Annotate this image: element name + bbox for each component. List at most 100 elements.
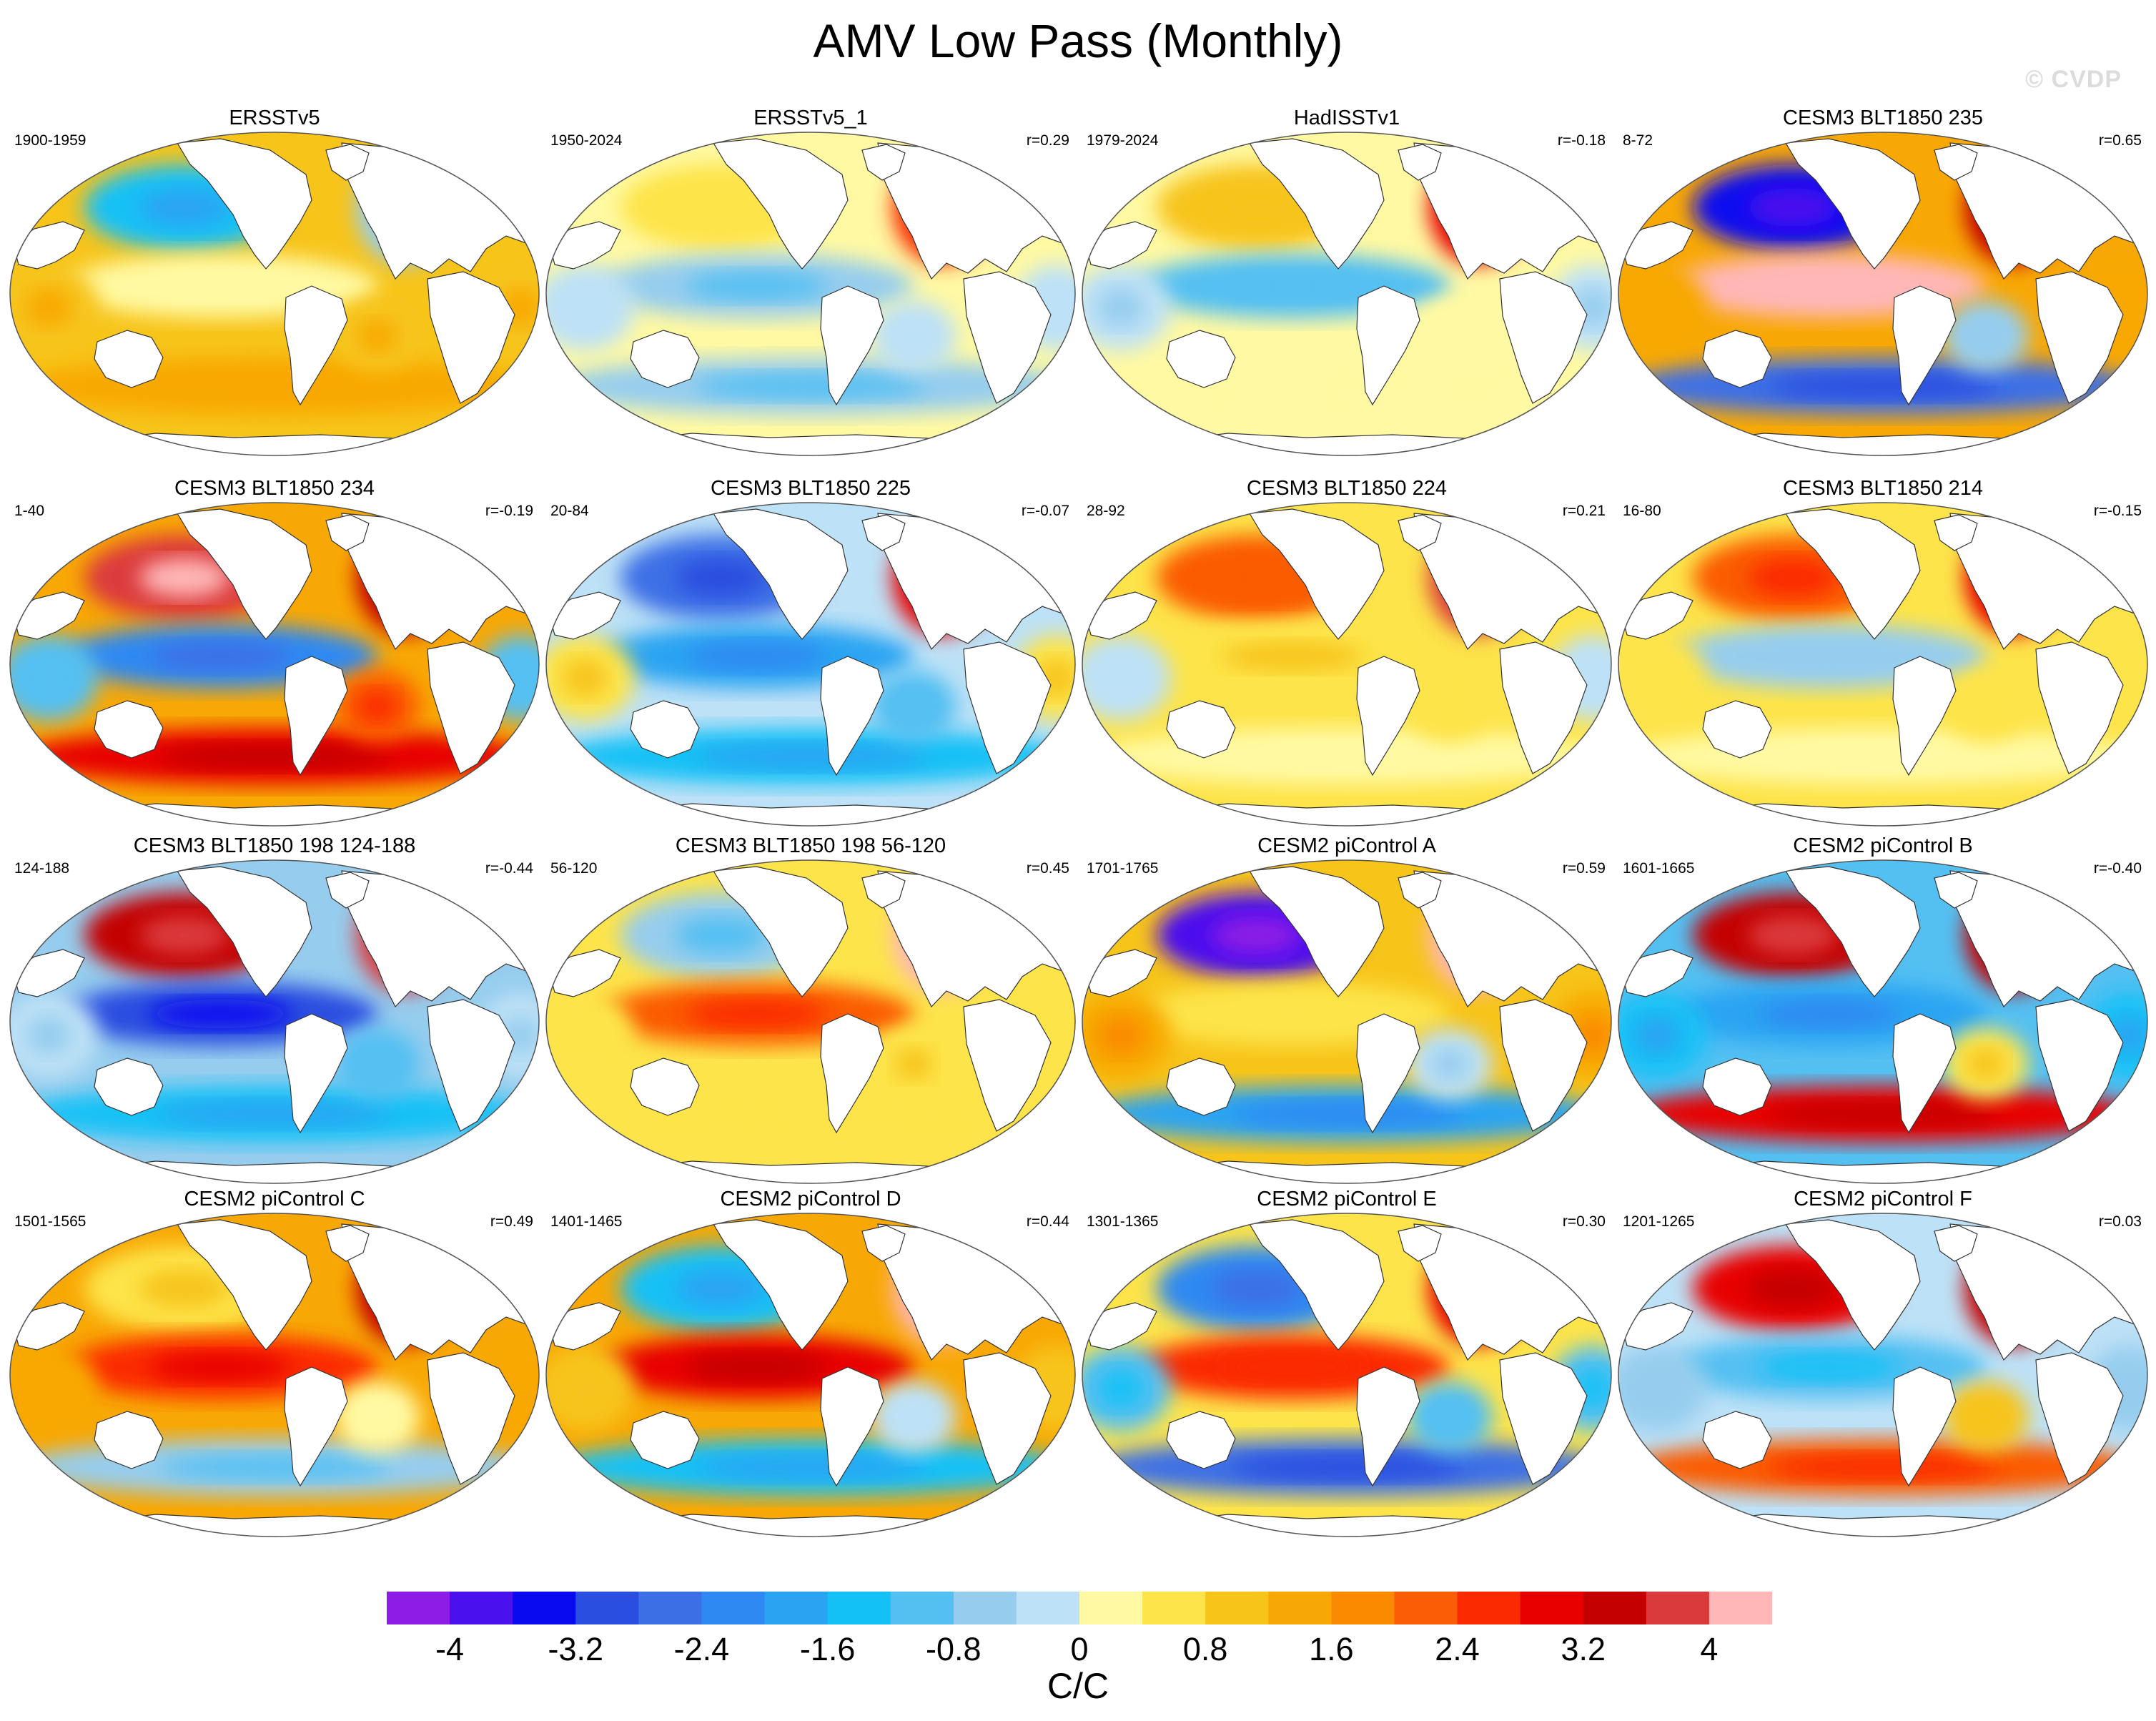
indian-ocean-anomaly-core [26,288,71,327]
tropical-pacific-anomaly-core [686,1352,827,1382]
map-panel: CESM3 BLT1850 198 124-188 124-188 r=-0.44 [6,834,543,1191]
robinson-map [1618,1213,2148,1537]
land-northAmerica [1248,1219,1385,1351]
panel-years: 20-84 [550,503,589,519]
land-africa [963,641,1052,774]
land-africa [1499,641,1588,774]
land-australia [94,1057,164,1116]
panel-title: CESM2 piControl C [184,1188,365,1210]
land-southAmerica [1892,1366,1957,1487]
land-northAmerica [712,866,849,997]
land-africa [2035,271,2124,404]
map-frame [9,1213,540,1537]
panel-title: ERSSTv5 [229,107,320,129]
indian-ocean-anomaly-core [1098,1369,1144,1408]
southern-ocean-anomaly-core [1231,373,1463,399]
southern-ocean-anomaly-core [695,744,926,769]
tropical-pacific-anomaly-core [686,641,827,671]
land-northAmerica [1248,866,1385,997]
land-southAmerica [1356,1366,1420,1487]
land-eastAsia [1621,1302,1693,1351]
north-pacific-anomaly-core [1212,558,1302,597]
land-eastAsia [548,1302,621,1351]
panel-years: 8-72 [1623,132,1653,149]
land-northAmerica [176,1219,312,1351]
robinson-map [1618,502,2148,827]
robinson-map [1082,132,1612,456]
land-australia [1166,700,1236,759]
map-frame [545,859,1076,1184]
panel-title: CESM2 piControl B [1793,834,1973,857]
indian-ocean-anomaly-core [562,1016,608,1055]
land-eastAsia [1084,221,1157,270]
colorbar-tick-label: 4 [1700,1631,1719,1667]
map-frame [1618,502,2148,827]
southern-ocean-anomaly-core [1231,1454,1463,1480]
map-frame [1082,859,1612,1184]
north-pacific-anomaly-core [676,188,766,227]
tropical-pacific-anomaly-core [686,999,827,1029]
colorbar-swatch [827,1592,891,1624]
panel-years: 1900-1959 [14,132,86,149]
land-africa [2035,999,2124,1132]
colorbar [387,1592,1772,1624]
colorbar-swatch [1520,1592,1584,1624]
land-australia [630,330,700,388]
panel-correlation: r=0.49 [490,1213,533,1230]
colorbar-tick-label: 3.2 [1561,1631,1606,1667]
south-atlantic-anomaly-core [358,320,397,352]
southern-ocean-anomaly-core [1767,1101,1999,1127]
colorbar-swatch [1646,1592,1710,1624]
colorbar-tick-label: 0.8 [1182,1631,1228,1667]
panel-title: CESM2 piControl D [720,1188,901,1210]
land-greenland [325,872,370,909]
figure-title: AMV Low Pass (Monthly) [813,14,1343,67]
panel-years: 16-80 [1623,503,1661,519]
land-australia [94,1411,164,1469]
land-africa [1499,271,1588,404]
land-australia [1702,700,1772,759]
robinson-map [1082,859,1612,1184]
north-pacific-anomaly-core [139,558,229,597]
panel-years: 1301-1365 [1087,1213,1159,1230]
colorbar-swatch [1331,1592,1395,1624]
south-atlantic-anomaly-core [358,1047,397,1080]
land-southAmerica [284,656,348,776]
land-southAmerica [284,1013,348,1134]
land-eastAsia [12,591,85,640]
panel-title: CESM2 piControl F [1794,1188,1972,1210]
land-greenland [1398,872,1442,909]
colorbar-tick-label: -2.4 [673,1631,730,1667]
north-pacific-anomaly-core [1748,1269,1838,1308]
land-northAmerica [1784,1219,1921,1351]
panel-correlation: r=-0.07 [1021,503,1069,519]
indian-ocean-anomaly-core [26,1369,71,1408]
map-frame [1082,502,1612,827]
colorbar-tick-label: -1.6 [799,1631,856,1667]
cvdp-watermark: © CVDP [2025,66,2122,93]
robinson-map [545,1213,1076,1537]
land-greenland [861,872,906,909]
land-africa [427,641,515,774]
panel-correlation: r=-0.15 [2093,503,2142,519]
panel-correlation: r=-0.44 [485,860,533,877]
land-australia [1166,330,1236,388]
north-pacific-anomaly-core [139,188,229,227]
panel-correlation: r=0.44 [1026,1213,1069,1230]
colorbar-swatch [1394,1592,1458,1624]
land-africa [963,1352,1052,1485]
colorbar-swatch [701,1592,766,1624]
land-australia [1702,1411,1772,1469]
land-southAmerica [1356,1013,1420,1134]
panel-correlation: r=0.03 [2098,1213,2142,1230]
south-atlantic-anomaly-core [1967,320,2005,352]
map-frame [545,502,1076,827]
southern-ocean-anomaly-core [695,1101,926,1127]
land-greenland [1398,1225,1442,1262]
panel-correlation: r=0.29 [1026,132,1069,149]
south-atlantic-anomaly-core [358,1401,397,1434]
panel-correlation: r=0.21 [1562,503,1606,519]
colorbar-swatch [387,1592,450,1624]
map-panel: CESM3 BLT1850 235 8-72 r=0.65 [1614,106,2152,463]
map-panel: CESM3 BLT1850 224 28-92 r=0.21 [1078,476,1616,834]
